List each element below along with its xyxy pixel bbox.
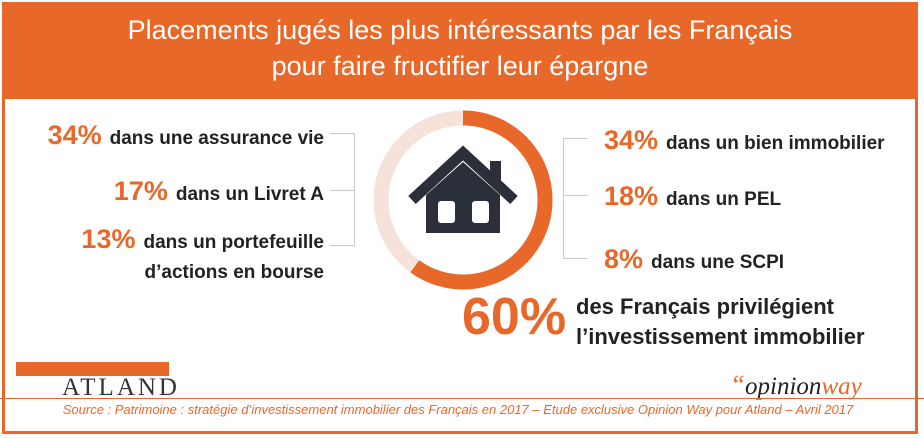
right-item-pct: 18% [604, 181, 659, 211]
right-item-label: dans une SCPI [651, 252, 785, 273]
connector-line [563, 138, 564, 258]
left-item-assurance-vie: 34% dans une assurance vie [48, 120, 324, 151]
connector-line [330, 245, 355, 246]
footer-separator [0, 398, 924, 399]
left-item-pct: 17% [113, 176, 168, 206]
connector-line [354, 133, 355, 245]
highlight-line-1: des Français privilégient [576, 294, 834, 319]
right-item-label: dans un bien immobilier [666, 133, 885, 154]
right-item-scpi: 8% dans une SCPI [604, 244, 784, 275]
highlight-percentage: 60% [462, 288, 567, 346]
title-line-1: Placements jugés les plus intéressants p… [127, 15, 793, 45]
right-item-pct: 8% [604, 244, 644, 274]
left-item-pct: 34% [47, 120, 102, 150]
opinionway-logo: “opinionway [730, 370, 862, 400]
atland-logo-bar [16, 362, 169, 376]
right-item-bien-immobilier: 34% dans un bien immobilier [604, 125, 885, 156]
right-item-pct: 34% [604, 125, 659, 155]
highlight-line-2: l’investissement immobilier [576, 324, 865, 349]
left-item-livret-a: 17% dans un Livret A [114, 176, 324, 207]
connector-line [330, 133, 355, 134]
connector-line [563, 258, 588, 259]
left-item-actions: 13% dans un portefeuille d’actions en bou… [81, 224, 324, 288]
connector-line [330, 190, 355, 191]
connector-line [563, 138, 588, 139]
highlight-text: des Français privilégient l’investisseme… [576, 292, 865, 352]
right-item-label: dans un PEL [666, 189, 782, 210]
left-item-label: dans un portefeuille [143, 232, 324, 253]
left-item-label: dans un Livret A [175, 184, 324, 205]
left-item-label: dans une assurance vie [109, 128, 324, 149]
left-item-pct: 13% [81, 224, 136, 254]
atland-logo: ATLAND [62, 374, 180, 401]
header-banner: Placements jugés les plus intéressants p… [5, 5, 915, 99]
house-icon [408, 145, 518, 233]
title-line-2: pour faire fructifier leur épargne [271, 51, 649, 81]
source-note: Source : Patrimoine : stratégie d’invest… [62, 402, 854, 417]
connector-line [563, 195, 588, 196]
donut-ring-arc [410, 110, 553, 290]
left-item-label-2: d’actions en bourse [144, 262, 324, 283]
right-item-pel: 18% dans un PEL [604, 181, 781, 212]
donut-chart [373, 110, 553, 290]
